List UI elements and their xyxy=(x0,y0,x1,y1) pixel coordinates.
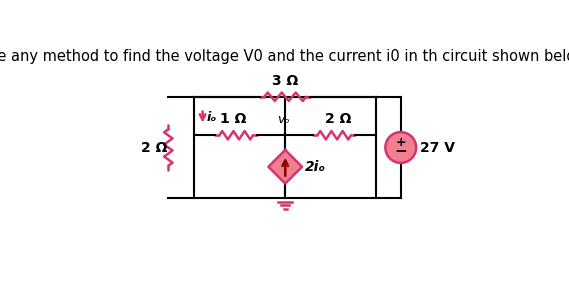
Text: iₒ: iₒ xyxy=(206,111,216,124)
Text: 27 V: 27 V xyxy=(420,140,455,155)
Text: −: − xyxy=(394,144,407,159)
Polygon shape xyxy=(269,150,302,183)
Text: Use any method to find the voltage V0 and the current i0 in th circuit shown bel: Use any method to find the voltage V0 an… xyxy=(0,49,569,64)
Text: 1 Ω: 1 Ω xyxy=(220,112,246,126)
Text: 2 Ω: 2 Ω xyxy=(141,140,167,155)
Text: 2 Ω: 2 Ω xyxy=(324,112,351,126)
Text: vₒ: vₒ xyxy=(278,113,290,126)
Text: 2iₒ: 2iₒ xyxy=(305,160,326,174)
Text: 3 Ω: 3 Ω xyxy=(272,74,298,88)
Text: +: + xyxy=(395,136,406,149)
Circle shape xyxy=(385,132,416,163)
